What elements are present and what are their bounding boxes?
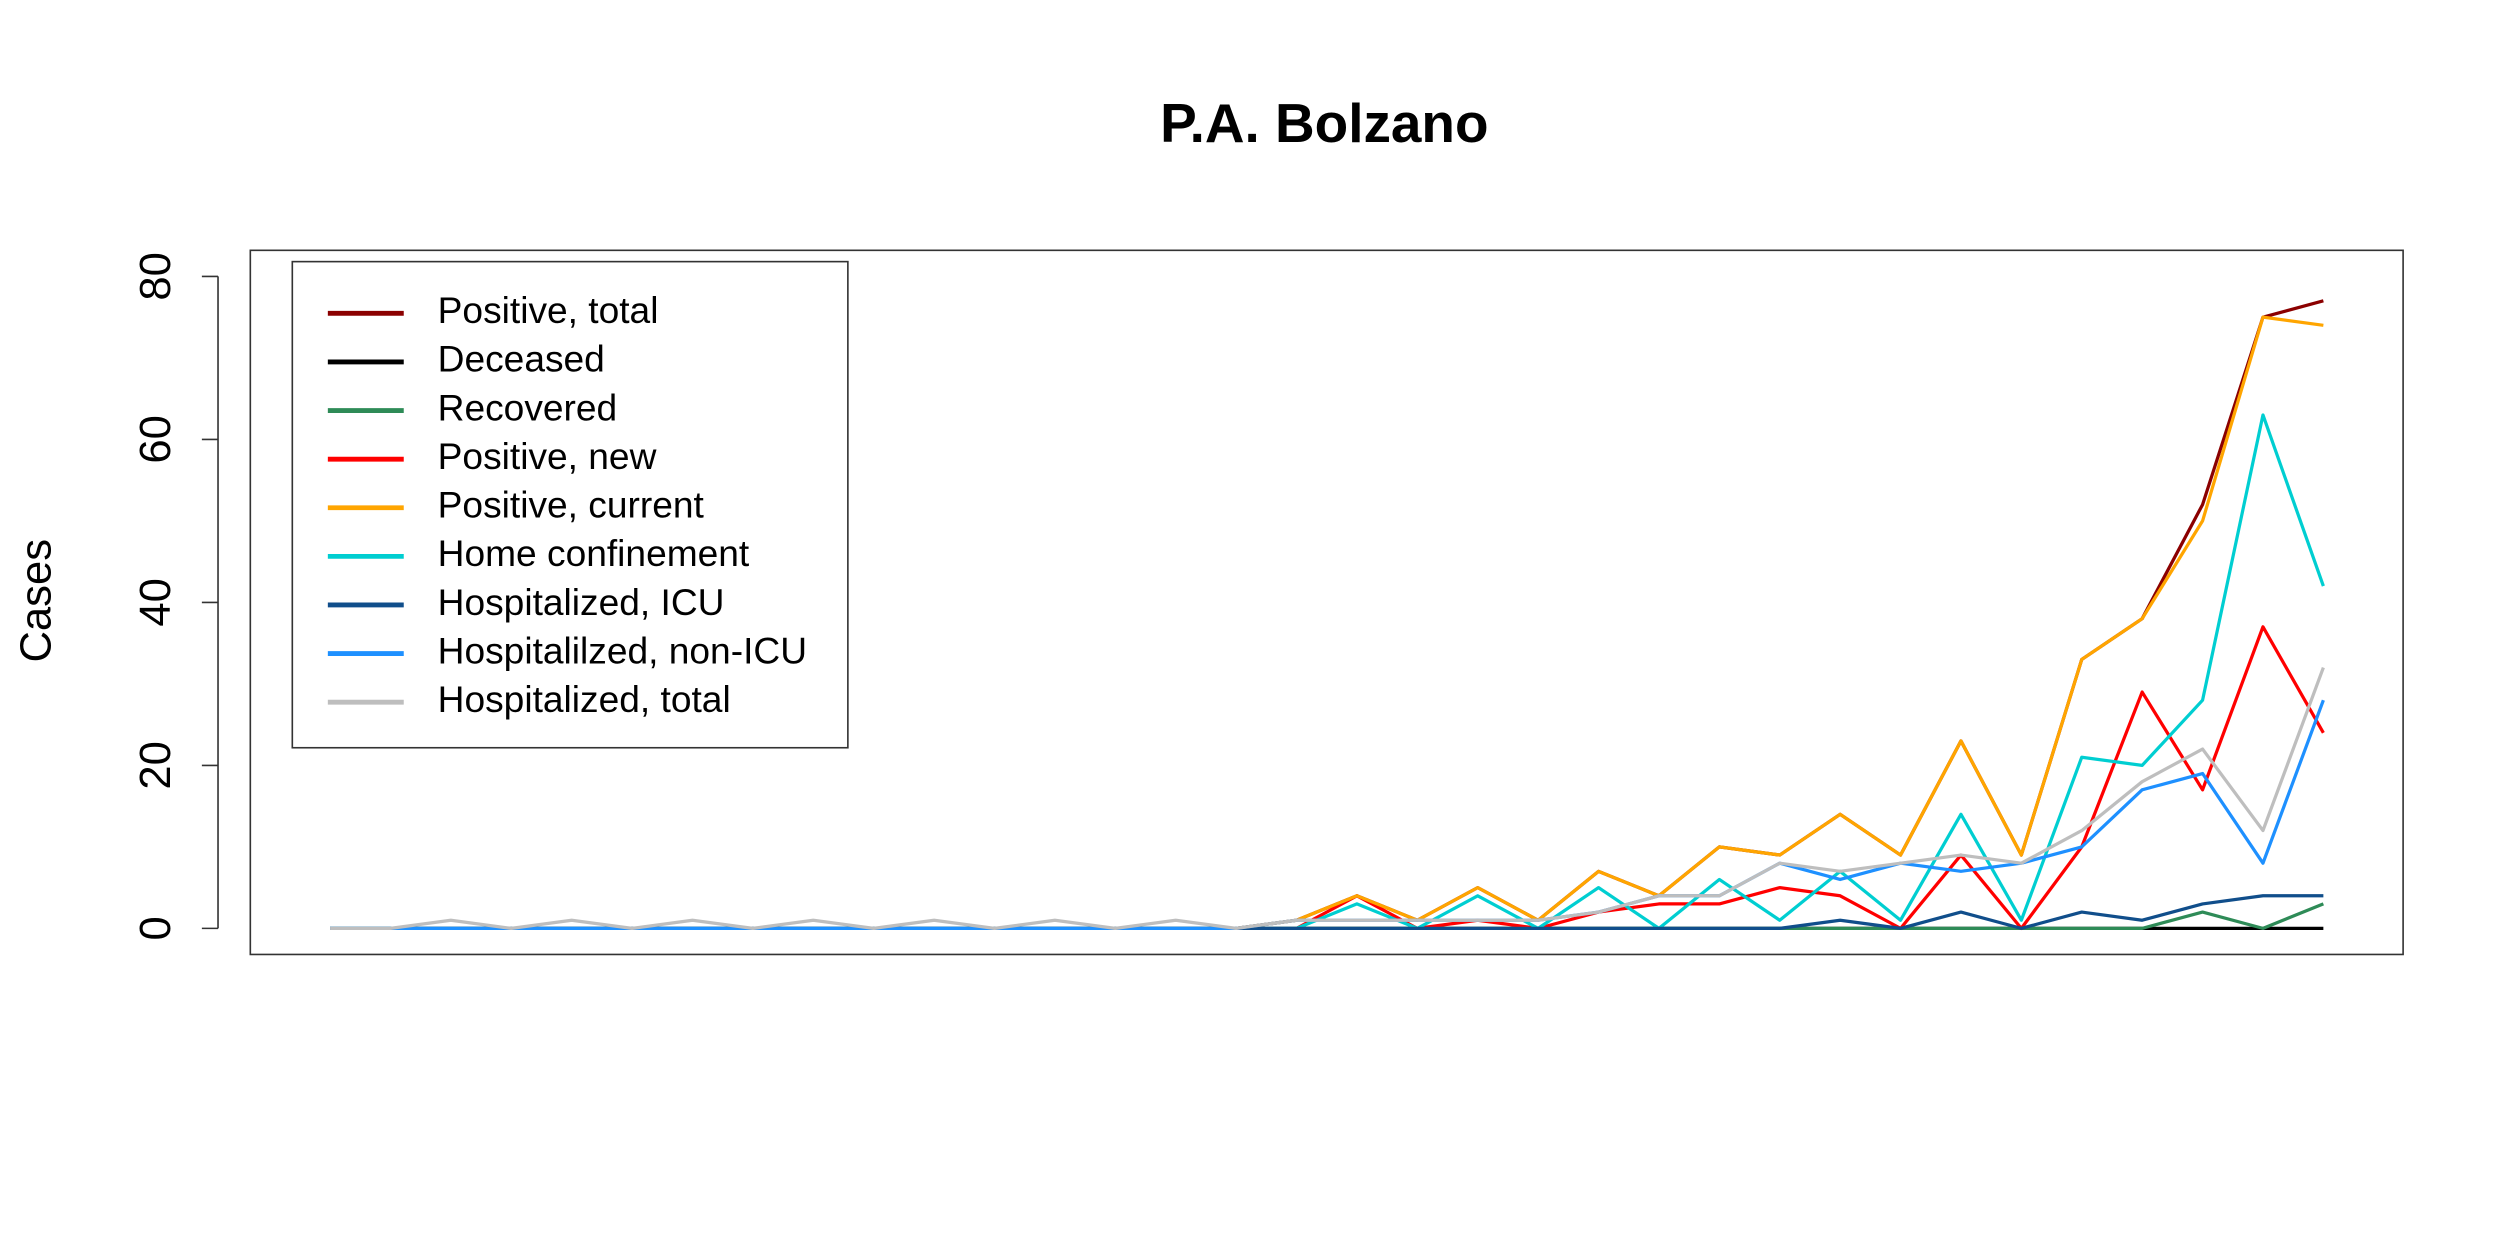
- y-tick-label: 80: [132, 252, 180, 300]
- legend-label: Hospitalilzed, non-ICU: [438, 629, 807, 671]
- legend-label: Hospitalized, ICU: [438, 581, 725, 623]
- y-tick-label: 60: [132, 415, 180, 463]
- legend-label: Positive, total: [438, 289, 659, 331]
- legend-label: Deceased: [438, 338, 605, 380]
- y-axis-label: Cases: [12, 539, 60, 663]
- plot-frame: [249, 249, 2404, 956]
- y-tick-label: 20: [132, 741, 180, 790]
- legend-label: Hospitalized, total: [438, 678, 731, 720]
- legend-box: [291, 260, 849, 749]
- y-tick-label: 0: [132, 916, 180, 940]
- legend-label: Positive, current: [438, 484, 705, 526]
- legend-label: Positive, new: [438, 435, 657, 477]
- chart-title: P.A. Bolzano: [1160, 92, 1488, 154]
- series-line: [330, 667, 2325, 930]
- y-tick-label: 40: [132, 578, 180, 627]
- legend-label: Recovered: [438, 386, 618, 428]
- legend-label: Home confinement: [438, 532, 750, 574]
